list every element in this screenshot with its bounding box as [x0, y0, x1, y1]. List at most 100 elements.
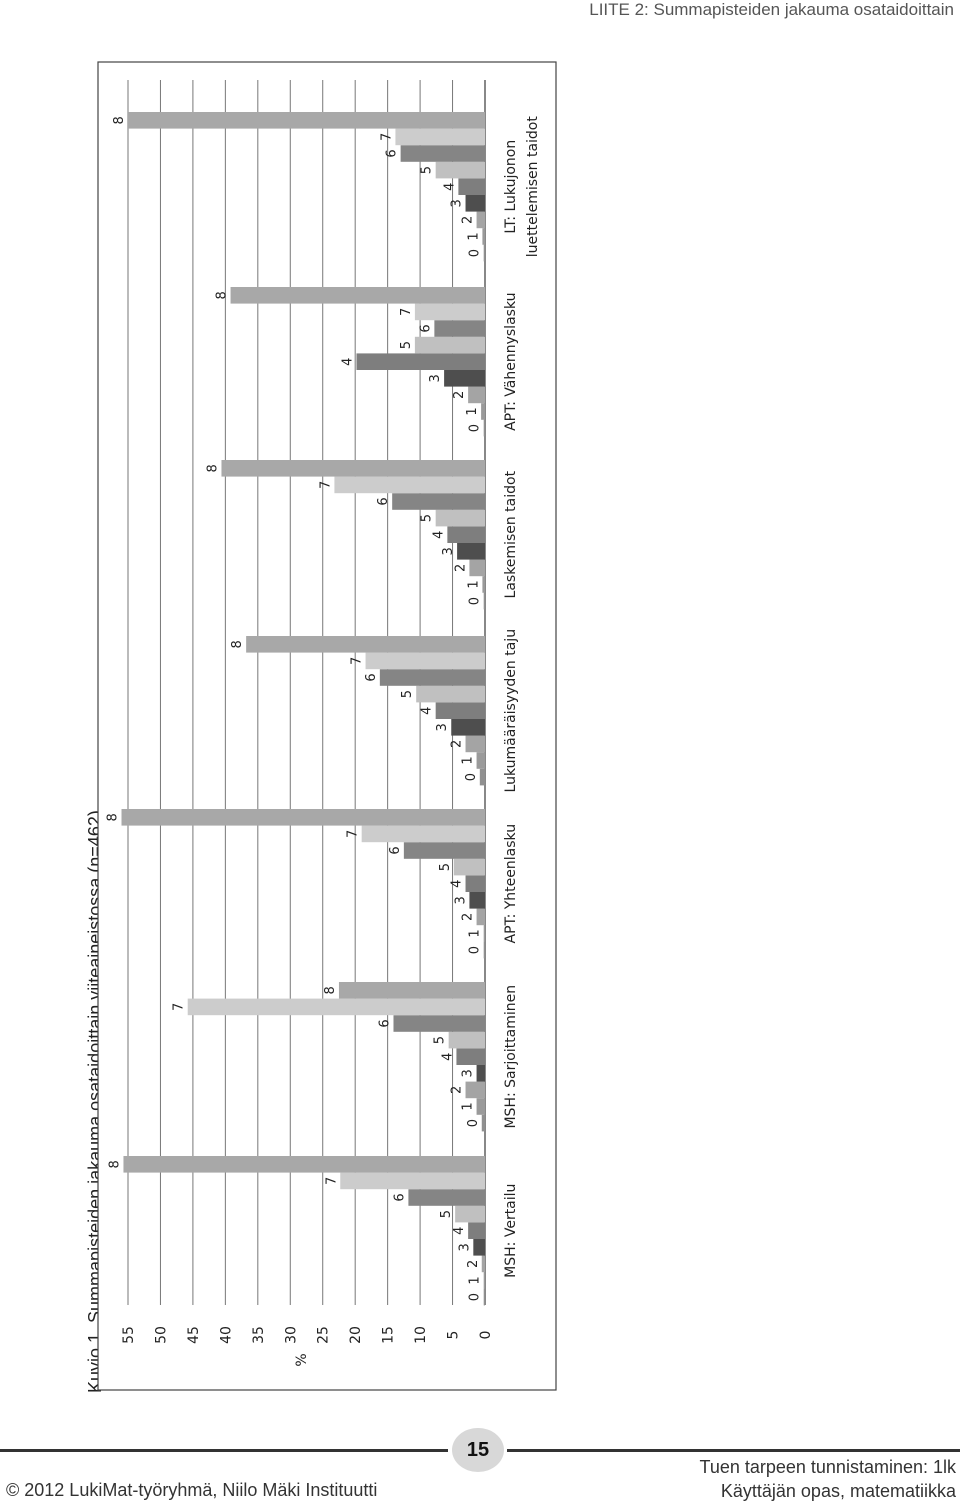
bar [481, 1114, 485, 1132]
bar-score-label: 2 [450, 1086, 465, 1094]
bar-score-label: 8 [112, 116, 127, 124]
y-tick-label: 5 [446, 1331, 462, 1340]
bar [338, 982, 485, 999]
bar [457, 543, 485, 560]
footer-rule-left [0, 1449, 448, 1452]
bar [458, 178, 485, 195]
bar [476, 1065, 485, 1082]
bar-score-label: 7 [346, 830, 361, 838]
bar [444, 370, 485, 387]
bar-score-label: 0 [468, 424, 483, 432]
bar [482, 576, 485, 593]
bar-score-label: 3 [457, 1243, 472, 1251]
bar [465, 735, 485, 753]
bar [481, 1255, 485, 1273]
bar-score-label: 5 [433, 1036, 448, 1044]
bar-score-label: 8 [323, 986, 338, 994]
bar-score-label: 5 [439, 1210, 454, 1218]
bar-score-label: 6 [377, 1019, 392, 1027]
bar-score-label: 4 [450, 880, 465, 888]
bar [476, 1098, 485, 1115]
bar [469, 892, 485, 909]
bar-score-label: 8 [107, 1160, 122, 1168]
category-label: Lukumääräisyyden taju [503, 629, 519, 793]
bar [483, 419, 485, 437]
bar-score-label: 2 [461, 216, 476, 224]
bar-score-label: 1 [466, 232, 481, 240]
bar [340, 1172, 485, 1190]
bar-score-label: 4 [431, 531, 446, 539]
bar [187, 998, 485, 1016]
category-label: Laskemisen taidot [503, 470, 519, 598]
category-label: MSH: Sarjoittaminen [503, 985, 519, 1129]
bar [400, 145, 485, 162]
y-tick-label: 0 [478, 1331, 494, 1340]
bar-score-label: 3 [450, 199, 465, 207]
bar-score-label: 2 [461, 913, 476, 921]
bar-score-label: 4 [442, 183, 457, 191]
y-tick-label: 10 [413, 1326, 429, 1344]
bar [473, 1239, 485, 1256]
bar [365, 652, 485, 670]
bar [408, 1189, 485, 1206]
bar-score-label: 2 [466, 1260, 481, 1268]
bar [123, 1156, 485, 1173]
bar [451, 719, 485, 736]
bar-score-label: 7 [318, 481, 333, 489]
bar [465, 875, 485, 892]
bar-score-label: 1 [461, 1102, 476, 1110]
bar [121, 809, 485, 826]
bar-score-label: 8 [205, 464, 220, 472]
bar-score-label: 4 [340, 358, 355, 366]
bar [468, 386, 485, 404]
bar-score-label: 5 [400, 690, 415, 698]
bar-score-label: 5 [438, 863, 453, 871]
bar [414, 303, 485, 321]
bar-score-label: 6 [385, 149, 400, 157]
bar [221, 460, 485, 477]
bar-score-label: 8 [106, 813, 121, 821]
y-tick-label: 40 [218, 1326, 234, 1344]
bar-score-label: 0 [468, 249, 483, 257]
bar [481, 403, 485, 420]
bar-score-label: 1 [465, 407, 480, 415]
bar [128, 112, 485, 129]
bar [395, 128, 485, 146]
bar-score-label: 0 [468, 597, 483, 605]
bar-score-label: 8 [215, 291, 230, 299]
bar [448, 1031, 485, 1049]
y-tick-label: 35 [251, 1326, 267, 1344]
bar [356, 353, 485, 370]
bar [414, 336, 485, 354]
y-tick-label: 45 [186, 1326, 202, 1344]
bar [392, 493, 485, 510]
bar-score-label: 2 [450, 740, 465, 748]
bar [483, 1272, 485, 1289]
bar-score-label: 0 [468, 1293, 483, 1301]
category-label: APT: Vähennyslasku [503, 292, 519, 430]
bar-score-label: 3 [453, 896, 468, 904]
y-axis-label: % [294, 1353, 310, 1366]
bar-score-label: 2 [452, 391, 467, 399]
bar-score-label: 5 [399, 341, 414, 349]
y-tick-label: 55 [121, 1326, 137, 1344]
bar-score-label: 1 [461, 756, 476, 764]
bar [483, 592, 485, 610]
y-tick-label: 20 [348, 1326, 364, 1344]
bar [483, 925, 485, 942]
bar-score-label: 4 [420, 707, 435, 715]
y-tick-label: 50 [153, 1326, 169, 1344]
footer-title-line2: Käyttäjän opas, matematiikka [720, 1481, 956, 1501]
bar [468, 1222, 485, 1239]
bar-score-label: 3 [441, 547, 456, 555]
bar [361, 825, 485, 843]
bar-score-label: 0 [464, 773, 479, 781]
bar [447, 526, 485, 543]
bar-score-label: 8 [230, 640, 245, 648]
bar-score-label: 7 [172, 1003, 187, 1011]
bar [434, 320, 485, 337]
bar-score-label: 7 [399, 308, 414, 316]
bar-score-label: 6 [392, 1193, 407, 1201]
y-tick-label: 25 [316, 1326, 332, 1344]
